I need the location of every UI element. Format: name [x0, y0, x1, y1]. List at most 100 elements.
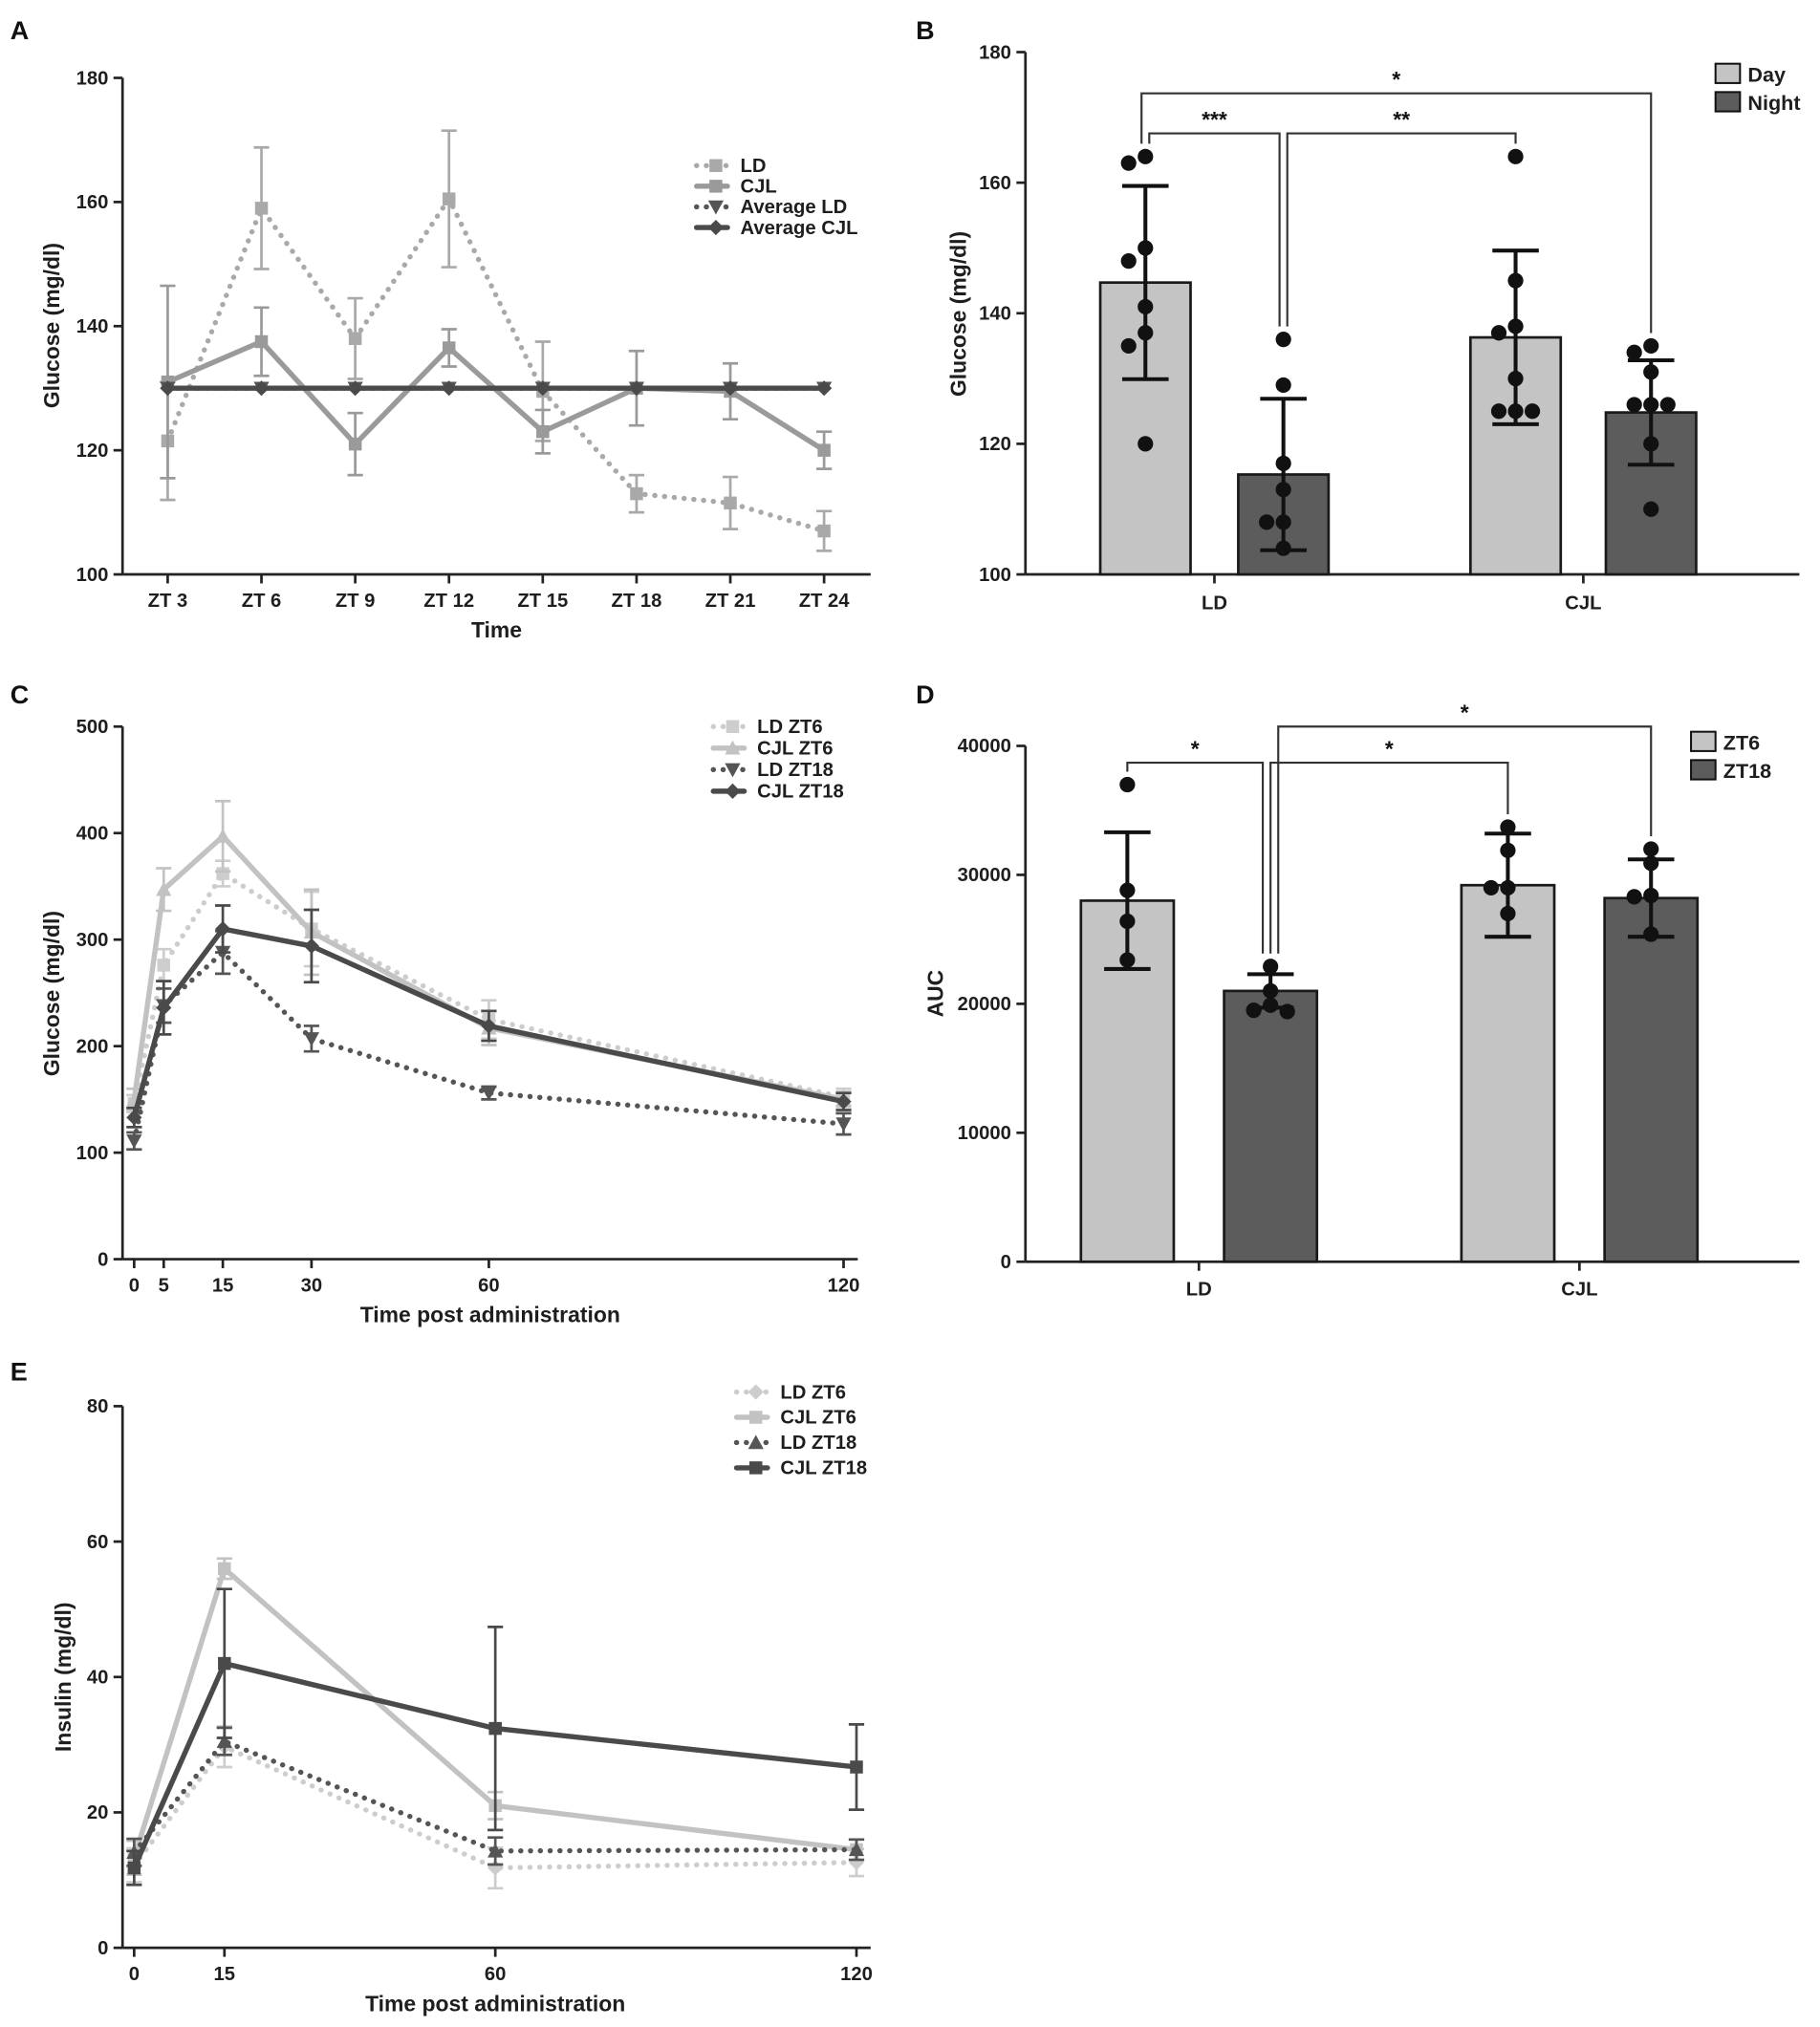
y-tick-label: 100	[76, 565, 109, 586]
legend-swatch	[1690, 730, 1717, 752]
legend-label: CJL ZT6	[757, 739, 833, 760]
data-point-night	[1275, 482, 1291, 498]
data-point-night	[1659, 397, 1676, 413]
x-category-label: CJL	[1561, 1279, 1597, 1300]
data-point-cjl	[348, 437, 362, 451]
legend-marker	[749, 1411, 763, 1424]
data-point-cjl-zt18	[488, 1721, 502, 1736]
data-point-day	[1524, 403, 1541, 420]
x-tick-label: 60	[485, 1964, 507, 1985]
x-tick-label: 15	[212, 1275, 234, 1296]
data-point-average-cjl	[253, 380, 270, 397]
series-night	[1237, 332, 1698, 576]
legend-marker	[707, 200, 725, 215]
data-point-day	[1138, 240, 1154, 256]
data-point-night	[1643, 337, 1659, 355]
data-point-ld-zt18	[216, 1733, 232, 1748]
data-point-cjl-zt18	[303, 938, 319, 954]
data-point-zt6	[1500, 905, 1516, 922]
data-point-ld-zt18	[835, 1117, 852, 1132]
legend-marker	[749, 1461, 763, 1475]
data-point-cjl-zt18	[215, 920, 231, 938]
data-point-day	[1120, 155, 1137, 171]
significance-bracket: ***	[1148, 107, 1281, 327]
data-point-day	[1490, 403, 1507, 420]
data-point-cjl	[442, 341, 456, 355]
legend-marker	[709, 159, 723, 173]
x-tick-label: 0	[129, 1275, 140, 1296]
data-point-average-cjl	[816, 380, 833, 397]
bracket-line	[1277, 725, 1653, 954]
y-tick-label: 500	[76, 717, 109, 738]
data-point-average-cjl	[628, 380, 645, 397]
x-tick-label: ZT 21	[705, 591, 756, 612]
series-day	[1098, 148, 1563, 576]
data-point-ld	[442, 192, 456, 205]
x-tick-label: ZT 6	[242, 591, 282, 612]
x-tick-label: 120	[840, 1964, 873, 1985]
series-line-ld-zt6	[131, 871, 847, 1107]
data-point-night	[1275, 540, 1291, 556]
legend-item-cjl-zt18: CJL ZT18	[733, 1458, 867, 1479]
error-bar-day	[1121, 183, 1169, 381]
data-point-average-cjl	[441, 380, 457, 397]
data-point-ld-zt18	[488, 1843, 504, 1858]
data-point-day	[1138, 325, 1154, 341]
y-tick-label: 80	[87, 1396, 109, 1417]
legend-item-ld-zt6: LD ZT6	[733, 1382, 846, 1403]
panel-label: A	[11, 16, 29, 45]
legend-marker	[748, 1384, 764, 1400]
legend-marker	[725, 783, 741, 799]
y-tick-label: 0	[98, 1249, 108, 1270]
data-point-zt6	[1119, 882, 1136, 898]
y-tick-label: 400	[76, 823, 109, 844]
significance-label: *	[1461, 701, 1469, 725]
series-line-cjl-zt6	[131, 1565, 859, 1861]
x-tick-label: ZT 15	[517, 591, 568, 612]
x-category-label: CJL	[1565, 593, 1601, 614]
significance-bracket: *	[1140, 67, 1653, 334]
y-tick-label: 40	[87, 1668, 109, 1689]
data-point-day	[1507, 148, 1524, 164]
legend-marker	[709, 180, 723, 193]
series-line-ld-zt6	[131, 1744, 859, 1871]
legend-swatch	[1714, 91, 1742, 113]
data-point-cjl-zt6	[215, 828, 231, 843]
legend-marker	[707, 219, 725, 236]
data-point-cjl-zt6	[156, 881, 172, 896]
y-tick-label: 160	[979, 173, 1011, 194]
legend-item-cjl: CJL	[693, 177, 777, 198]
legend-item-day: Day	[1714, 63, 1786, 87]
data-point-zt18	[1643, 887, 1659, 904]
legend-item-zt6: ZT6	[1690, 730, 1760, 755]
data-point-day	[1120, 253, 1137, 270]
x-tick-label: ZT 12	[423, 591, 474, 612]
legend-label: CJL ZT6	[780, 1408, 856, 1429]
series-line-cjl-zt18	[131, 1660, 859, 1871]
legend-label: Night	[1747, 91, 1800, 115]
data-point-zt6	[1119, 913, 1136, 930]
legend-label: Average CJL	[741, 218, 858, 239]
bracket-line	[1286, 132, 1517, 327]
panel-label: D	[916, 680, 934, 709]
data-point-day	[1507, 272, 1524, 289]
legend-label: Average LD	[741, 197, 848, 218]
series-line-ld-zt18	[131, 1738, 859, 1855]
data-point-day	[1138, 436, 1154, 452]
legend-label: ZT6	[1723, 731, 1760, 755]
data-point-night	[1275, 332, 1291, 348]
legend-item-average-ld: Average LD	[693, 197, 848, 218]
data-point-zt6	[1500, 842, 1516, 858]
data-point-zt6	[1500, 879, 1516, 896]
y-tick-label: 300	[76, 930, 109, 951]
data-point-cjl-zt18	[126, 1110, 142, 1126]
legend-item-cjl-zt6: CJL ZT6	[733, 1408, 856, 1429]
legend-label: LD ZT6	[780, 1382, 846, 1403]
y-tick-label: 20	[87, 1802, 109, 1823]
significance-label: ***	[1202, 107, 1227, 132]
y-tick-label: 140	[979, 304, 1011, 325]
series-cjl-zt18	[126, 1587, 865, 1887]
significance-label: *	[1385, 736, 1394, 761]
legend-label: ZT18	[1723, 759, 1771, 783]
y-tick-label: 100	[76, 1143, 109, 1164]
